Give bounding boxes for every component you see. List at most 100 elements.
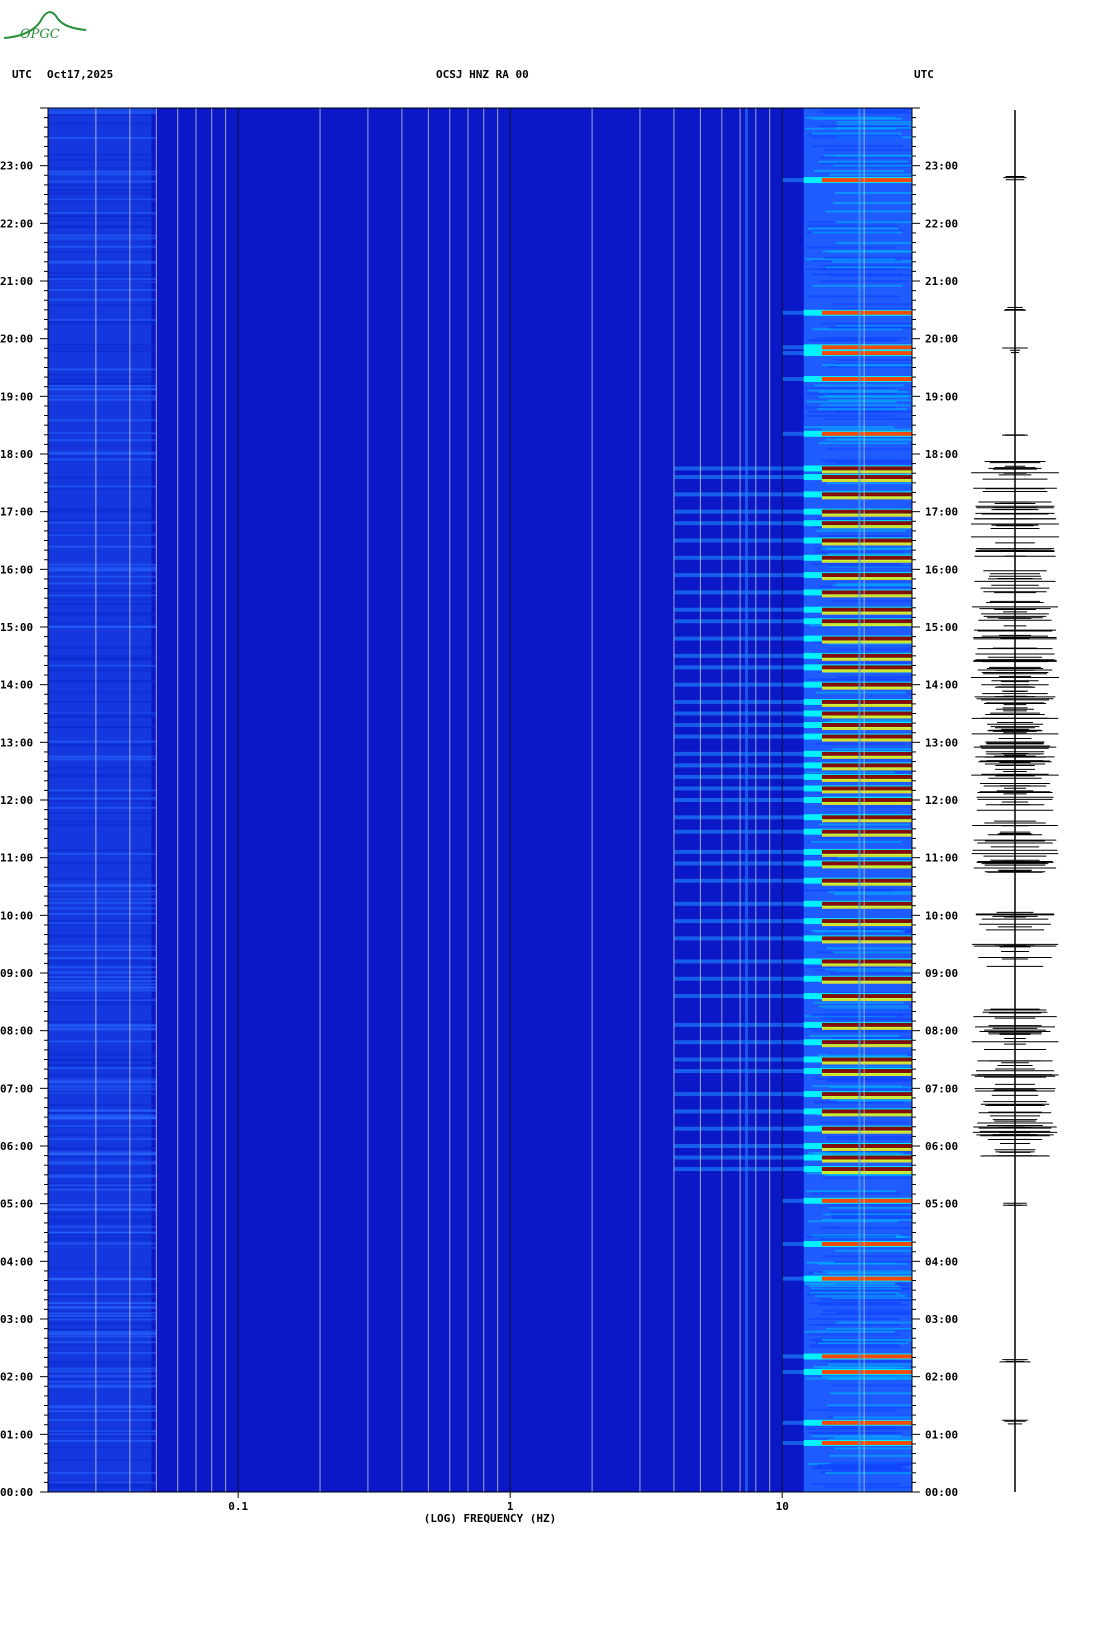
spectrogram-striation xyxy=(48,508,157,511)
spectrogram-striation xyxy=(48,945,157,948)
event-core xyxy=(821,431,912,436)
spectrogram-striation xyxy=(48,1380,157,1383)
time-tick-label-right: 02:00 xyxy=(925,1371,958,1384)
event-core xyxy=(821,861,912,866)
spectrogram-striation xyxy=(48,260,157,263)
spectrogram-noise xyxy=(817,625,908,628)
spectrogram-striation xyxy=(48,922,157,925)
spectrogram-striation xyxy=(48,382,157,385)
header-left-tz: UTC xyxy=(12,68,32,81)
spectrogram-striation xyxy=(48,775,157,778)
spectrogram-noise xyxy=(828,399,912,402)
spectrogram-striation xyxy=(48,212,157,215)
event-halo xyxy=(673,653,912,658)
spectrogram-striation xyxy=(48,1384,157,1387)
spectrogram-striation xyxy=(48,1003,157,1006)
spectrogram-noise xyxy=(832,584,912,587)
spectrogram-noise xyxy=(826,1255,912,1258)
spectrogram-striation xyxy=(48,237,157,240)
spectrogram-striation xyxy=(48,824,157,827)
time-tick-label-right: 16:00 xyxy=(925,563,958,576)
spectrogram-striation xyxy=(48,935,157,938)
time-tick-label-left: 07:00 xyxy=(0,1082,33,1095)
spectrogram-striation xyxy=(48,1233,157,1236)
event-edge xyxy=(821,865,912,869)
event-halo xyxy=(673,815,912,820)
event-halo xyxy=(673,1144,912,1148)
spectrogram-noise xyxy=(817,1054,908,1057)
spectrogram-striation xyxy=(48,419,157,422)
spectrogram-noise xyxy=(810,563,901,566)
time-tick-label-left: 12:00 xyxy=(0,794,33,807)
spectrogram-striation xyxy=(48,533,157,536)
time-tick-label-right: 03:00 xyxy=(925,1313,958,1326)
spectrogram-noise xyxy=(810,1014,901,1017)
spectrogram-striation xyxy=(48,1375,157,1378)
spectrogram-striation xyxy=(48,1218,157,1221)
event-core xyxy=(821,607,912,612)
spectrogram-striation xyxy=(48,452,157,455)
spectrogram-striation xyxy=(48,153,157,156)
event-core xyxy=(821,829,912,834)
spectrogram-striation xyxy=(48,487,157,490)
spectrogram-striation xyxy=(48,1292,157,1295)
spectrogram-striation xyxy=(48,1278,157,1281)
spectrogram-striation xyxy=(48,113,157,116)
spectrogram-noise xyxy=(827,1404,912,1407)
spectrogram-noise xyxy=(819,162,910,165)
spectrogram-striation xyxy=(48,1174,157,1177)
time-tick-label-left: 01:00 xyxy=(0,1428,33,1441)
event-core xyxy=(821,849,912,854)
spectrogram-striation xyxy=(48,1366,157,1369)
spectral-line xyxy=(745,108,749,1492)
spectrogram-striation xyxy=(48,1115,157,1118)
event-core xyxy=(821,492,912,497)
event-core xyxy=(821,573,912,578)
spectrogram-striation xyxy=(48,1077,157,1080)
time-tick-label-right: 19:00 xyxy=(925,390,958,403)
spectrogram-noise xyxy=(804,1330,895,1333)
spectrogram-noise xyxy=(823,805,912,808)
spectrogram-noise xyxy=(835,358,912,361)
spectrogram-striation xyxy=(48,198,157,201)
event-core xyxy=(821,682,912,687)
event-halo xyxy=(673,619,912,624)
spectrogram-noise xyxy=(822,770,912,773)
spectrogram-striation xyxy=(48,625,157,628)
spectrogram-noise xyxy=(806,1409,897,1412)
spectrogram-striation xyxy=(48,861,157,864)
spectrogram-striation xyxy=(48,368,157,371)
spectrogram-striation xyxy=(48,1020,157,1023)
time-tick-label-right: 15:00 xyxy=(925,621,958,634)
event-edge xyxy=(821,669,912,673)
spectrogram-striation xyxy=(48,569,157,572)
event-halo xyxy=(673,786,912,791)
spectrogram-striation xyxy=(48,657,157,660)
spectrogram-striation xyxy=(48,885,157,888)
spectrogram-noise xyxy=(836,127,912,130)
spectrogram-noise xyxy=(832,747,912,750)
spectrogram-heatmap xyxy=(48,108,912,1492)
spectrogram-noise xyxy=(823,111,912,114)
event-halo xyxy=(673,994,912,999)
spectrogram-striation xyxy=(48,303,157,306)
spectrogram-noise xyxy=(820,404,911,407)
event-edge xyxy=(821,790,912,794)
event-core xyxy=(821,699,912,704)
spectrogram-noise xyxy=(835,241,912,244)
spectrogram-striation xyxy=(48,691,157,694)
spectrogram-noise xyxy=(810,1345,901,1348)
event-core xyxy=(821,653,912,658)
time-tick-label-left: 08:00 xyxy=(0,1025,33,1038)
spectrogram-striation xyxy=(48,1000,157,1003)
time-tick-label-left: 23:00 xyxy=(0,160,33,173)
spectrogram-noise xyxy=(833,893,912,896)
spectrogram-striation xyxy=(48,344,157,347)
spectrogram-striation xyxy=(48,396,157,399)
event-core xyxy=(821,763,912,768)
spectrogram-striation xyxy=(48,110,157,113)
spectrogram-noise xyxy=(836,1321,912,1324)
spectrogram-striation xyxy=(48,1295,157,1298)
spectrogram-noise xyxy=(829,1454,912,1457)
time-tick-label-left: 15:00 xyxy=(0,621,33,634)
